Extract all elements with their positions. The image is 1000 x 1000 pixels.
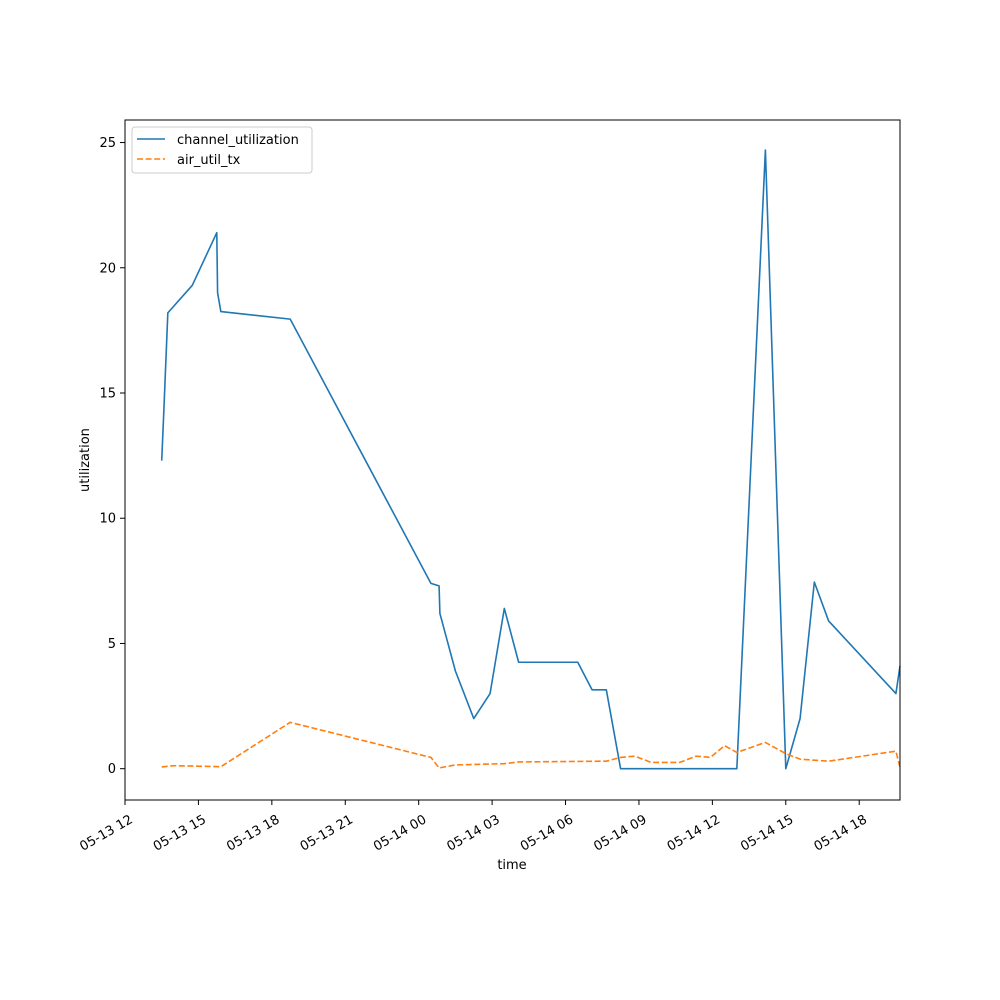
legend-label: channel_utilization: [177, 133, 299, 148]
y-tick-label: 20: [99, 261, 116, 276]
x-axis-label: time: [497, 858, 526, 873]
series-line-air-util-tx: [161, 721, 901, 769]
legend: channel_utilization air_util_tx: [131, 126, 313, 174]
y-axis: 0 5 10 15 20 25: [99, 136, 125, 777]
series-layer: [160, 149, 901, 770]
y-tick-label: 25: [99, 136, 116, 151]
y-tick-label: 10: [99, 512, 116, 527]
series-line-channel-utilization: [160, 149, 901, 770]
legend-box: [131, 126, 313, 174]
y-tick-label: 0: [108, 762, 116, 777]
y-axis-label: utilization: [78, 428, 93, 492]
y-tick-label: 5: [108, 637, 116, 652]
legend-label: air_util_tx: [177, 153, 241, 168]
plot-frame: [124, 119, 901, 801]
y-tick-label: 15: [99, 387, 116, 402]
